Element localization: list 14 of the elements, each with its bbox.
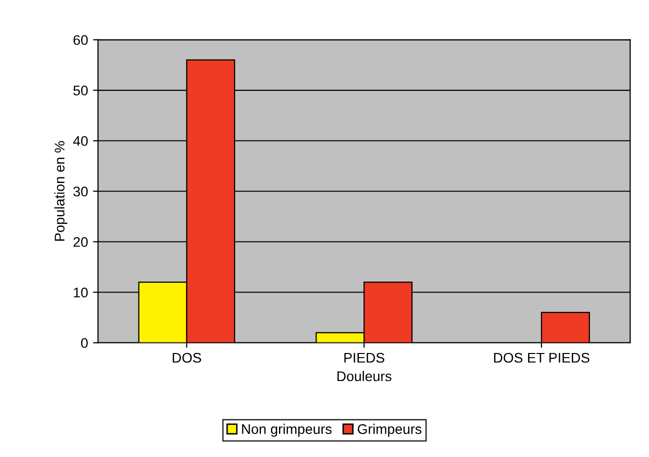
y-tick-label: 0 xyxy=(81,338,88,348)
y-axis-title: Population en % xyxy=(54,141,68,241)
x-axis-title: Douleurs xyxy=(337,370,392,382)
x-tick-label: DOS ET PIEDS xyxy=(494,352,590,363)
legend-label: Non grimpeurs xyxy=(242,424,332,437)
x-tick-label: PIEDS xyxy=(344,352,384,363)
y-tick-label: 10 xyxy=(74,288,88,298)
y-tick-label: 60 xyxy=(74,35,88,45)
y-tick-label: 20 xyxy=(74,237,88,247)
y-tick-label: 50 xyxy=(73,86,88,96)
y-tick-label: 40 xyxy=(73,136,88,146)
y-tick-label: 30 xyxy=(73,186,88,196)
legend-label: Grimpeurs xyxy=(358,424,422,437)
x-tick-label: DOS xyxy=(172,352,202,363)
